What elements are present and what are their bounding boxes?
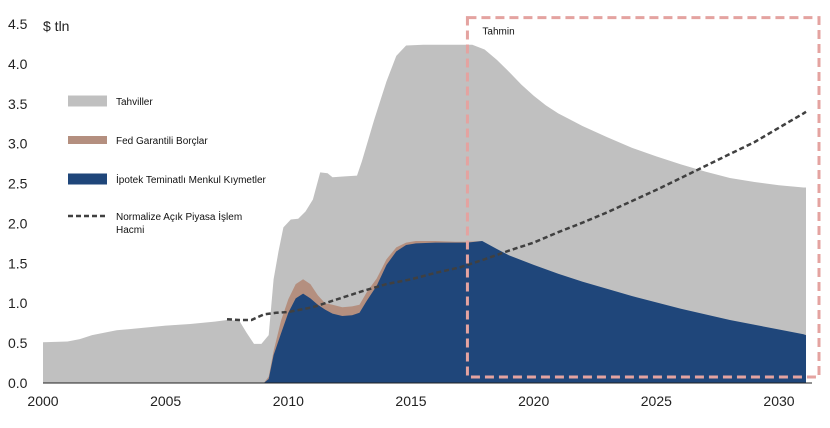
x-tick-label: 2000 xyxy=(27,393,58,409)
series-ipotek-teminatli-area xyxy=(263,241,806,383)
legend-label: Hacmi xyxy=(116,225,144,236)
y-tick-label: 2.5 xyxy=(8,176,28,192)
y-tick-label: 3.0 xyxy=(8,136,28,152)
y-tick-label: 4.0 xyxy=(8,56,28,72)
y-tick-label: 1.5 xyxy=(8,255,28,271)
forecast-box: Tahmin xyxy=(465,16,821,379)
x-tick-label: 2025 xyxy=(641,393,672,409)
y-tick-label: 1.0 xyxy=(8,295,28,311)
legend-label: Fed Garantili Borçlar xyxy=(116,136,208,147)
y-tick-labels: 0.0 0.5 1.0 1.5 2.0 2.5 3.0 3.5 4.0 4.5 xyxy=(8,16,28,391)
y-tick-label: 3.5 xyxy=(8,96,28,112)
series-normalize-line xyxy=(226,110,807,322)
legend-label: Tahviller xyxy=(116,97,153,108)
x-tick-labels: 2000 2005 2010 2015 2020 2025 2030 xyxy=(27,393,794,409)
legend-swatch xyxy=(68,95,107,107)
y-tick-label: 0.0 xyxy=(8,375,28,391)
y-tick-label: 0.5 xyxy=(8,335,28,351)
x-tick-label: 2030 xyxy=(763,393,794,409)
legend-label: Normalize Açık Piyasa İşlem xyxy=(116,210,242,223)
y-tick-label: 2.0 xyxy=(8,215,28,231)
x-tick-label: 2010 xyxy=(273,393,304,409)
legend-swatch xyxy=(68,173,107,185)
legend-label: İpotek Teminatlı Menkul Kıymetler xyxy=(116,173,267,186)
forecast-region xyxy=(465,16,821,379)
forecast-label: Tahmin xyxy=(482,27,514,38)
x-tick-label: 2015 xyxy=(395,393,426,409)
legend-swatch xyxy=(68,136,107,144)
x-tick-label: 2005 xyxy=(150,393,181,409)
chart-areas xyxy=(43,44,806,383)
chart-lines xyxy=(226,110,807,322)
y-unit-label: $ tln xyxy=(43,18,69,34)
legend: Tahviller Fed Garantili Borçlar İpotek Tem… xyxy=(68,95,267,236)
x-tick-label: 2020 xyxy=(518,393,549,409)
y-tick-label: 4.5 xyxy=(8,16,28,32)
